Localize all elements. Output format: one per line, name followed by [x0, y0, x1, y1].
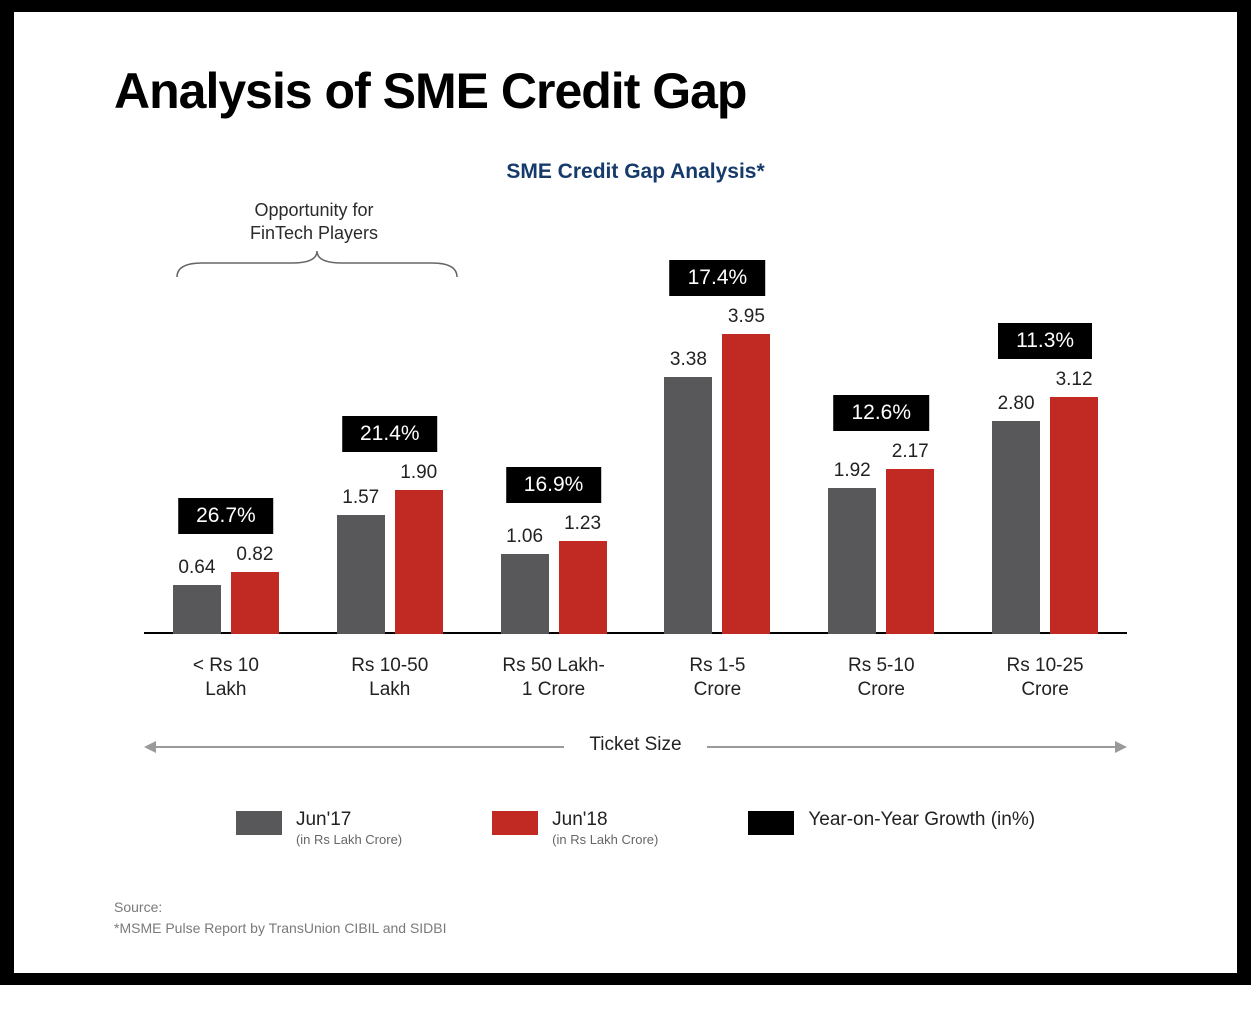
swatch-growth	[748, 811, 794, 835]
bar-value-b: 0.82	[231, 544, 279, 566]
legend-label-a: Jun'17	[296, 809, 402, 832]
legend-item-jun17: Jun'17 (in Rs Lakh Crore)	[236, 809, 402, 847]
bar-jun17: 0.64	[173, 585, 221, 634]
x-category-label: Rs 50 Lakh-1 Crore	[474, 654, 634, 702]
plot-region: 0.640.8226.7%1.571.9021.4%1.061.2316.9%3…	[144, 294, 1127, 634]
legend-sub-a: (in Rs Lakh Crore)	[296, 832, 402, 848]
axis-arrow-left-icon	[154, 746, 564, 748]
bar-value-b: 1.90	[395, 462, 443, 484]
growth-badge: 21.4%	[342, 416, 438, 452]
bar-jun17: 2.80	[992, 421, 1040, 634]
legend-text-a: Jun'17 (in Rs Lakh Crore)	[296, 809, 402, 847]
growth-badge: 16.9%	[506, 467, 602, 503]
bar-value-a: 1.92	[828, 460, 876, 482]
legend-item-jun18: Jun'18 (in Rs Lakh Crore)	[492, 809, 658, 847]
main-title: Analysis of SME Credit Gap	[114, 62, 1157, 120]
chart-area: Opportunity forFinTech Players 0.640.822…	[114, 294, 1157, 724]
axis-title-row: Ticket Size	[114, 734, 1157, 764]
bar-jun18: 1.90	[395, 490, 443, 634]
bar-value-a: 3.38	[664, 349, 712, 371]
x-category-label: Rs 5-10Crore	[801, 654, 961, 702]
bar-jun18: 2.17	[886, 469, 934, 634]
legend-text-growth: Year-on-Year Growth (in%)	[808, 809, 1035, 832]
x-axis-title: Ticket Size	[573, 734, 697, 756]
bar-value-a: 0.64	[173, 557, 221, 579]
bar-jun17: 1.06	[501, 554, 549, 635]
x-category-label: Rs 10-50Lakh	[310, 654, 470, 702]
axis-arrow-right-icon	[707, 746, 1117, 748]
legend-sub-b: (in Rs Lakh Crore)	[552, 832, 658, 848]
bar-value-b: 3.95	[722, 306, 770, 328]
legend-label-growth: Year-on-Year Growth (in%)	[808, 809, 1035, 832]
chart-frame: Analysis of SME Credit Gap SME Credit Ga…	[0, 0, 1251, 985]
swatch-b	[492, 811, 538, 835]
bar-value-a: 1.57	[337, 487, 385, 509]
brace-icon	[172, 249, 462, 279]
bar-value-b: 1.23	[559, 513, 607, 535]
growth-badge: 17.4%	[670, 260, 766, 296]
bar-jun18: 3.12	[1050, 397, 1098, 634]
growth-badge: 11.3%	[998, 323, 1092, 359]
x-category-label: Rs 10-25Crore	[965, 654, 1125, 702]
bar-jun18: 0.82	[231, 572, 279, 634]
swatch-a	[236, 811, 282, 835]
bar-jun18: 3.95	[722, 334, 770, 634]
x-category-label: < Rs 10Lakh	[146, 654, 306, 702]
fintech-annotation: Opportunity forFinTech Players	[224, 199, 404, 244]
source-heading: Source:	[114, 897, 1157, 918]
source-line: *MSME Pulse Report by TransUnion CIBIL a…	[114, 918, 1157, 939]
bar-jun17: 3.38	[664, 377, 712, 634]
growth-badge: 12.6%	[833, 395, 929, 431]
bar-value-a: 1.06	[501, 526, 549, 548]
bar-value-a: 2.80	[992, 393, 1040, 415]
source-block: Source: *MSME Pulse Report by TransUnion…	[114, 897, 1157, 939]
legend-label-b: Jun'18	[552, 809, 658, 832]
bar-value-b: 3.12	[1050, 369, 1098, 391]
bar-jun17: 1.57	[337, 515, 385, 634]
x-axis-line	[144, 632, 1127, 634]
legend: Jun'17 (in Rs Lakh Crore) Jun'18 (in Rs …	[114, 809, 1157, 847]
bar-jun18: 1.23	[559, 541, 607, 634]
x-labels-row: < Rs 10LakhRs 10-50LakhRs 50 Lakh-1 Cror…	[144, 644, 1127, 704]
bar-jun17: 1.92	[828, 488, 876, 634]
growth-badge: 26.7%	[178, 498, 274, 534]
legend-item-growth: Year-on-Year Growth (in%)	[748, 809, 1035, 847]
legend-text-b: Jun'18 (in Rs Lakh Crore)	[552, 809, 658, 847]
bar-value-b: 2.17	[886, 441, 934, 463]
chart-subtitle: SME Credit Gap Analysis*	[114, 160, 1157, 184]
x-category-label: Rs 1-5Crore	[637, 654, 797, 702]
annotation-text: Opportunity forFinTech Players	[250, 200, 378, 243]
